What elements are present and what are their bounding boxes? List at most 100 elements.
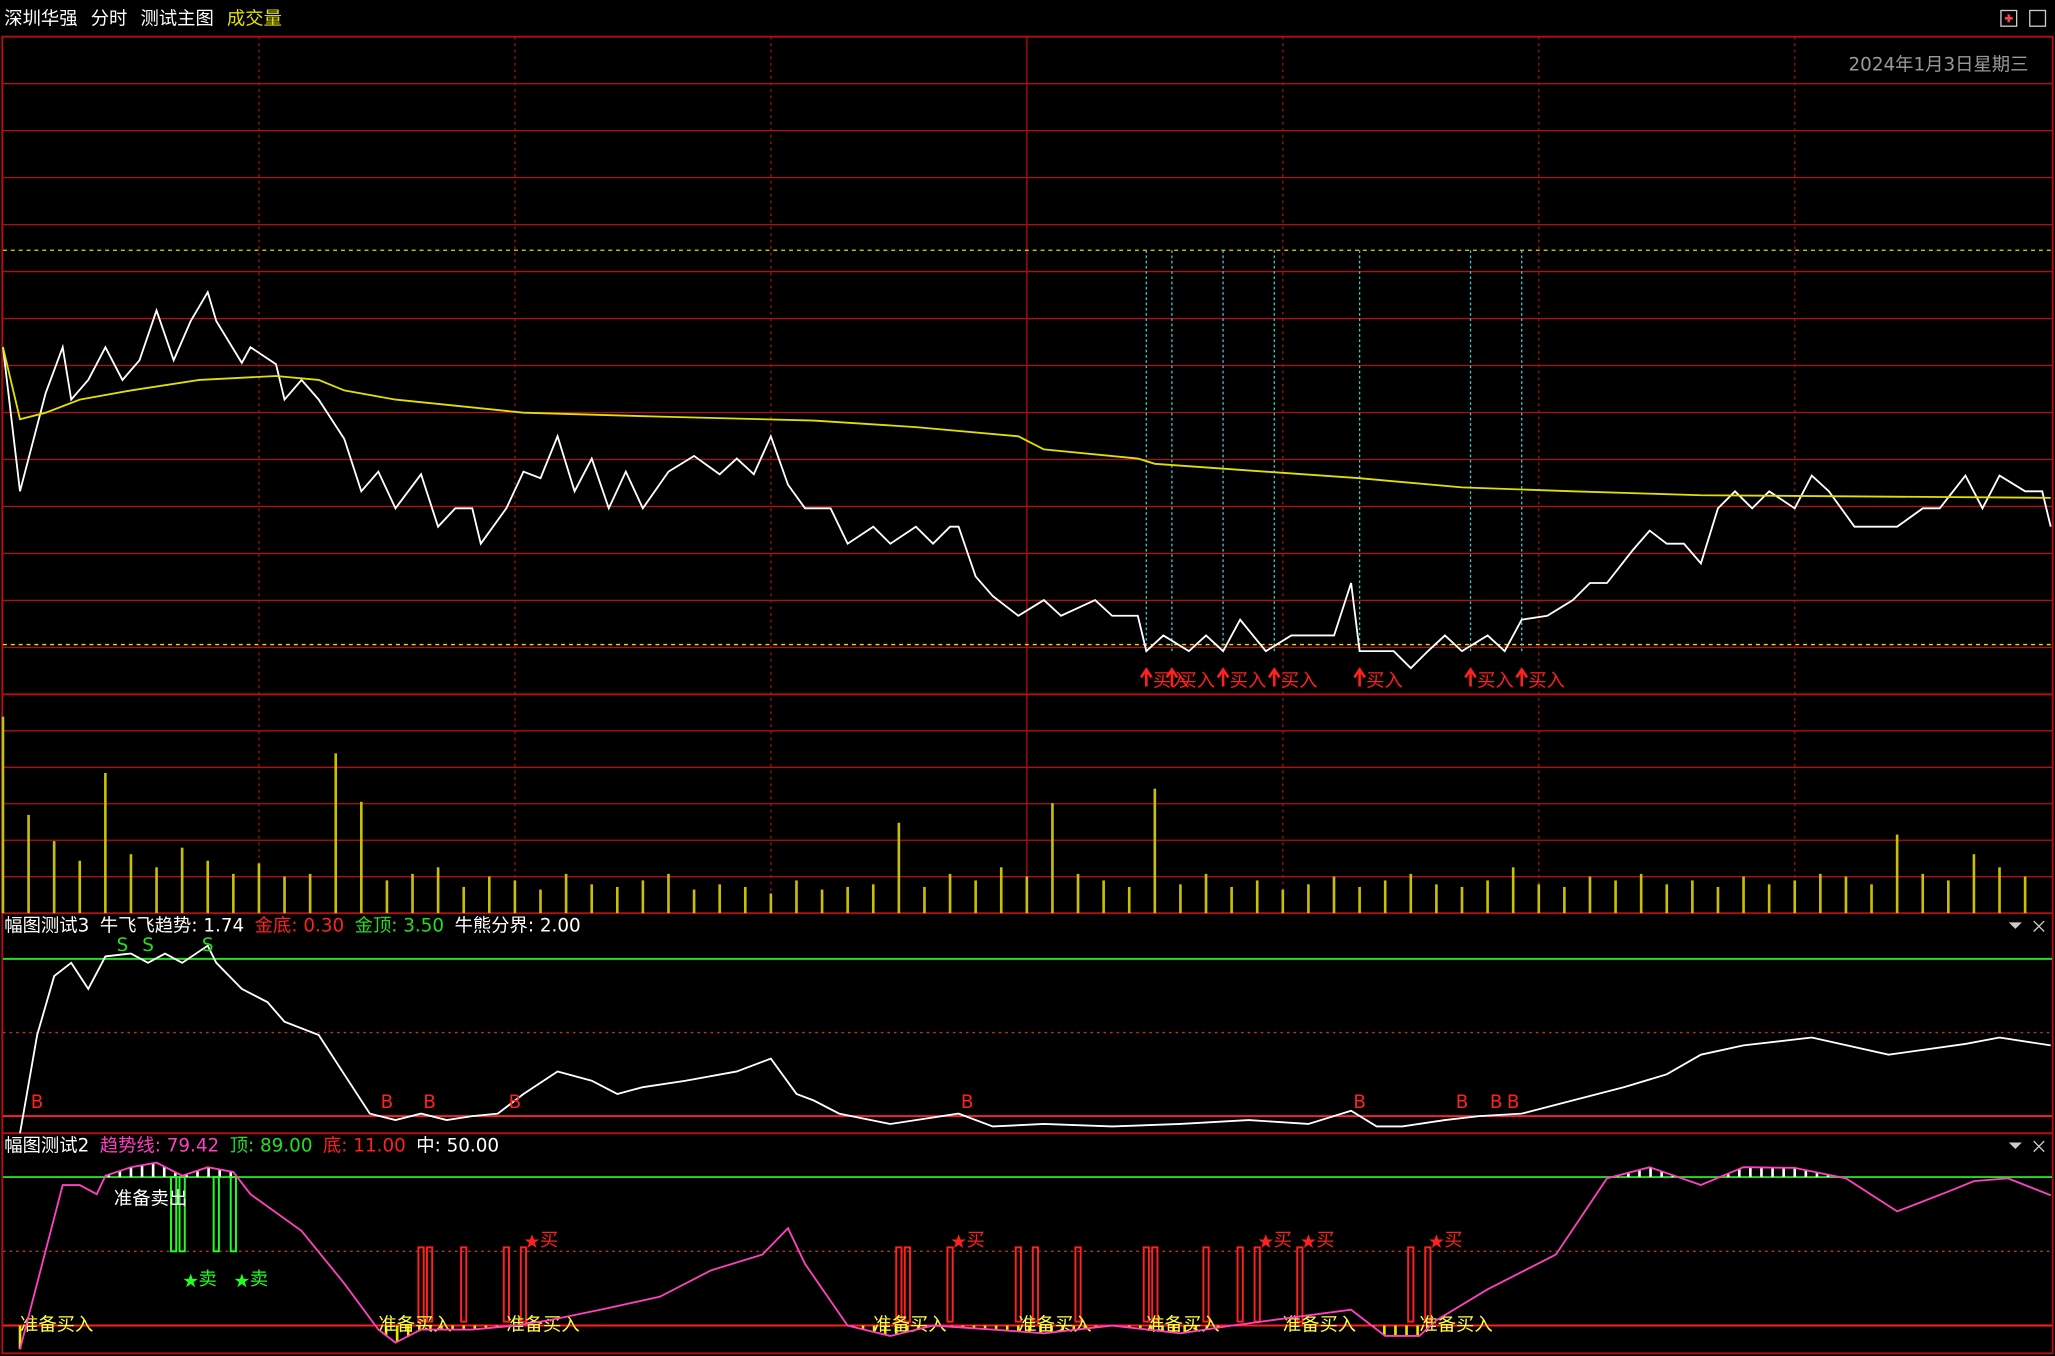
buy-bar (946, 1246, 954, 1323)
volume-bar (974, 880, 977, 914)
title-bar: 深圳华强 分时 测试主图 成交量 2024年1月3日星期三 (4, 9, 2047, 76)
annotation: 准备卖出 (114, 1188, 187, 1209)
volume-bar (1460, 886, 1464, 914)
volume-bar (641, 880, 645, 914)
signal-arrow (1165, 667, 1179, 687)
volume-bar (692, 889, 696, 914)
volume-bar (206, 860, 210, 914)
marker: B (1353, 1092, 1366, 1113)
marker: B (509, 1092, 522, 1113)
sell-bar (212, 1176, 220, 1253)
volume-bar (1742, 876, 1745, 914)
main-chart-tab[interactable]: 测试主图 (140, 9, 213, 30)
volume-bar (1358, 886, 1361, 914)
volume-bar (1844, 876, 1848, 914)
volume-bar (1281, 889, 1285, 914)
window-button[interactable] (2029, 9, 2047, 27)
signal-arrow (1464, 667, 1477, 687)
signal-label: 买入 (1528, 670, 1565, 691)
volume-bar (718, 884, 721, 914)
line (2, 289, 2052, 670)
buy-bar (1151, 1246, 1159, 1323)
volume-bar (615, 886, 619, 914)
buy-bar (1142, 1246, 1150, 1323)
volume-bar (1332, 876, 1336, 914)
volume-bar (1153, 788, 1157, 914)
volume-bar (590, 884, 594, 914)
volume-bar (539, 889, 542, 914)
star (234, 1273, 250, 1288)
volume-bar (1921, 873, 1925, 914)
volume-bar (1998, 867, 2001, 914)
star (951, 1234, 966, 1249)
volume-bar (257, 863, 261, 914)
panel-header: 顶: 89.00 (230, 1135, 313, 1156)
panel-header: 幅图测试3 (4, 915, 89, 936)
volume-bar (1, 716, 5, 914)
volume-bar (1870, 884, 1873, 914)
annotation: 准备买入 (506, 1315, 579, 1336)
volume-bar (564, 873, 568, 914)
signal-arrow (1267, 667, 1281, 687)
star (524, 1234, 540, 1249)
line (19, 1161, 2052, 1350)
volume-bar (1435, 884, 1438, 914)
add-button[interactable] (2000, 9, 2018, 27)
volume-tab[interactable]: 成交量 (227, 9, 282, 30)
volume-bar (1537, 884, 1541, 914)
line (19, 944, 2051, 1134)
volume-bar (846, 886, 849, 914)
volume-bar (1614, 880, 1617, 914)
signal-label: 买入 (1230, 670, 1267, 691)
volume-bar (1947, 880, 1950, 914)
signal-label: 买入 (1477, 670, 1514, 691)
buy-bar (1074, 1246, 1082, 1323)
buy-bar (1202, 1246, 1210, 1323)
volume-bar (1383, 880, 1387, 914)
buy-bar (1424, 1246, 1432, 1323)
volume-bar (513, 880, 517, 914)
signal-label: 买入 (1281, 670, 1318, 691)
annotation: 卖 (199, 1269, 217, 1290)
mode-tab[interactable]: 分时 (91, 9, 128, 30)
volume-bar (999, 867, 1003, 914)
signal-arrow (1216, 667, 1230, 687)
volume-bar (78, 860, 82, 914)
volume-bar (2023, 876, 2027, 914)
panel-header: 牛飞飞趋势: 1.74 (100, 915, 244, 936)
buy-bar (1296, 1246, 1304, 1323)
volume-bar (1895, 834, 1899, 914)
marker: S (202, 935, 214, 956)
star (1429, 1234, 1444, 1249)
annotation: 买 (540, 1230, 558, 1251)
buy-bar (1031, 1246, 1039, 1323)
volume-bar (1076, 873, 1080, 914)
annotation: 买 (1444, 1230, 1462, 1251)
date-label: 2024年1月3日星期三 (1849, 55, 2029, 76)
star (183, 1273, 198, 1288)
volume-bar (948, 873, 952, 914)
volume-bar (1972, 854, 1976, 914)
marker: B (1456, 1092, 1469, 1113)
signal-arrow (1515, 667, 1529, 687)
volume-bar (1179, 884, 1182, 914)
annotation: 准备买入 (873, 1315, 946, 1336)
volume-bar (1793, 880, 1797, 914)
buy-bar (903, 1246, 911, 1323)
volume-bar (308, 873, 312, 914)
buy-bar (519, 1246, 528, 1323)
volume-bar (795, 880, 798, 914)
panel-menu[interactable] (2008, 1142, 2022, 1149)
marker: B (961, 1092, 974, 1113)
panel-menu[interactable] (2008, 922, 2022, 929)
marker: B (1490, 1092, 1503, 1113)
panel-close[interactable] (2033, 920, 2045, 932)
volume-bar (667, 873, 670, 914)
volume-bar (1767, 884, 1771, 914)
sell-bar (170, 1176, 178, 1253)
volume-bar (897, 822, 901, 914)
volume-bar (1691, 880, 1694, 914)
panel-close[interactable] (2033, 1140, 2045, 1153)
